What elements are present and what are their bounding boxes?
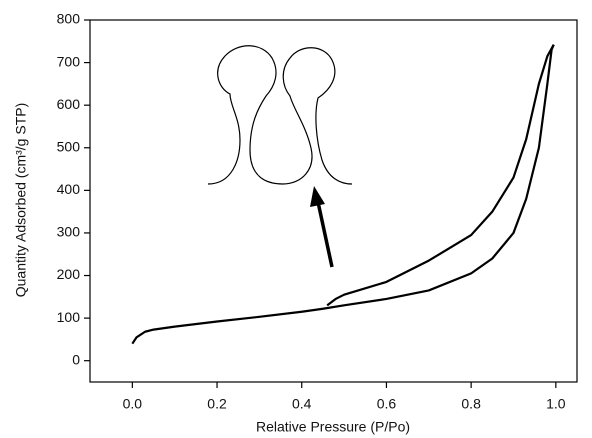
plot-frame <box>89 19 578 383</box>
x-tick-label: 0.6 <box>377 396 397 412</box>
y-tick-label: 200 <box>57 266 81 282</box>
isotherm-line <box>326 44 555 307</box>
x-tick-label: 0.2 <box>207 396 227 412</box>
x-tick-label: 0.0 <box>123 396 143 412</box>
y-tick-label: 600 <box>57 96 81 112</box>
y-tick-label: 300 <box>57 224 81 240</box>
x-tick-label: 0.4 <box>292 396 312 412</box>
x-axis-label: Relative Pressure (P/Po) <box>256 419 410 435</box>
pore-illustration <box>207 45 353 185</box>
arrow <box>310 186 334 268</box>
isotherm-line <box>131 44 555 345</box>
y-tick-label: 500 <box>57 138 81 154</box>
y-tick-label: 0 <box>72 351 80 367</box>
x-tick-label: 0.8 <box>461 396 481 412</box>
y-tick-label: 800 <box>57 11 81 27</box>
x-tick-label: 1.0 <box>546 396 566 412</box>
y-tick-label: 400 <box>57 181 81 197</box>
y-tick-label: 700 <box>57 53 81 69</box>
y-axis-label: Quantity Adsorbed (cm³/g STP) <box>13 103 29 298</box>
y-tick-label: 100 <box>57 309 81 325</box>
